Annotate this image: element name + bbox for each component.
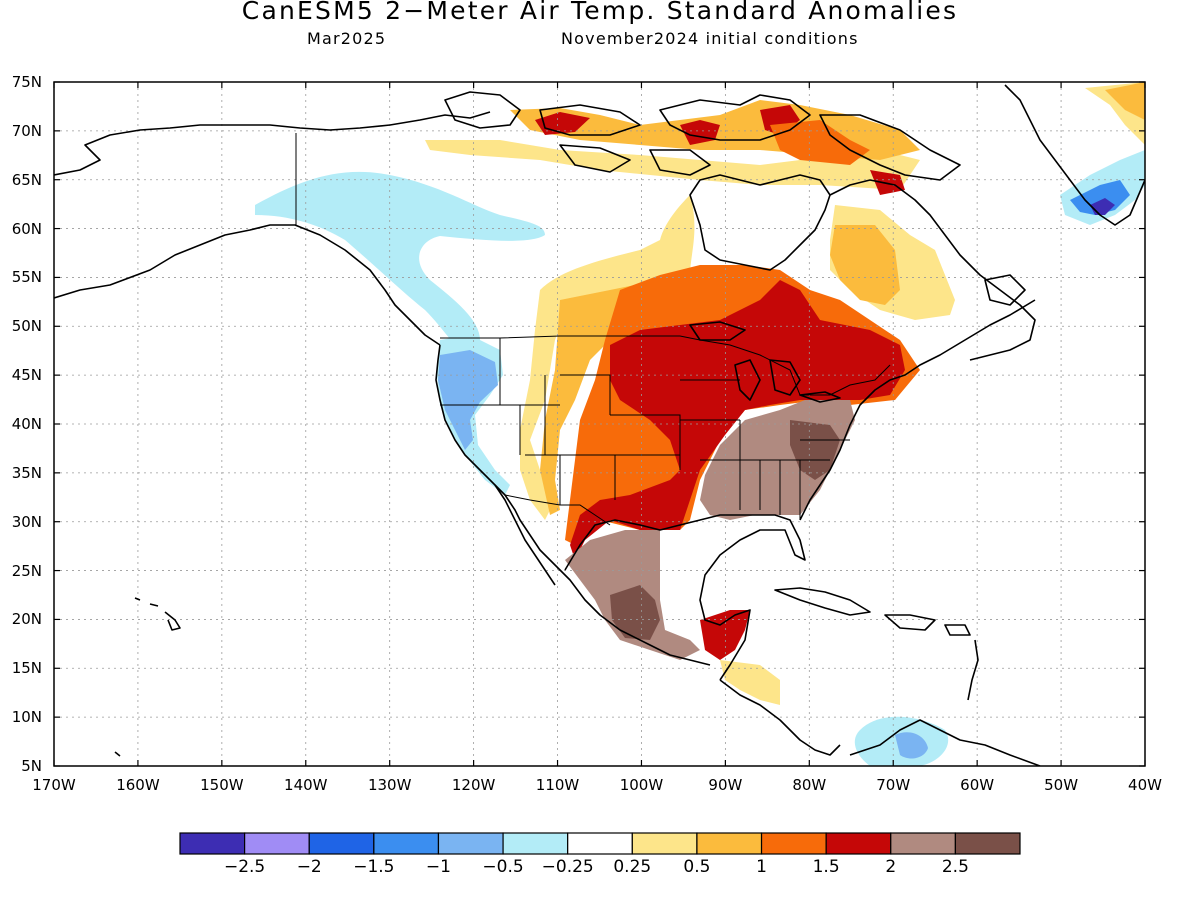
colorbar-label: 2: [885, 857, 897, 877]
colorbar-swatch: [696, 832, 763, 855]
lon-label: 70W: [876, 776, 911, 794]
colorbar-swatch: [437, 832, 504, 855]
coastline-newfoundland: [984, 274, 1026, 306]
border-us-mexico: [504, 494, 611, 526]
anomaly-region-plains-yellow: [520, 195, 695, 520]
lon-label: 100W: [619, 776, 664, 794]
coastline-central-america: [719, 679, 1041, 766]
coastline-great-lakes: [689, 321, 841, 403]
colorbar-swatch: [825, 832, 892, 855]
lon-label: 40W: [1128, 776, 1162, 794]
colorbar-swatch: [308, 832, 375, 855]
coastline-antilles: [967, 639, 979, 701]
colorbar-swatch: [631, 832, 698, 855]
anomaly-shading: [255, 82, 1145, 766]
coastline-labrador: [829, 179, 1036, 361]
initial-conditions: November2024 initial conditions: [561, 29, 859, 48]
colorbar-swatch: [502, 832, 569, 855]
colorbar-swatch: [567, 832, 633, 855]
colorbar-label: 0.5: [683, 857, 711, 877]
lat-label: 35N: [11, 463, 42, 482]
anomaly-region-central-america: [720, 660, 780, 705]
colorbar-swatch: [954, 832, 1021, 855]
colorbar-label: −1.5: [353, 857, 395, 877]
colorbar-label: 1.5: [812, 857, 840, 877]
lon-label: 90W: [708, 776, 743, 794]
anomaly-region-arctic-orange2: [770, 120, 870, 165]
anomaly-region-plains-orange: [540, 280, 700, 515]
colorbar-swatch: [244, 832, 310, 855]
colorbar-label: 1: [756, 857, 767, 877]
lat-label: 60N: [11, 219, 42, 238]
coastline-greenland: [1004, 84, 1145, 226]
colorbar-swatch: [373, 832, 440, 855]
map-title: CanESM5 2−Meter Air Temp. Standard Anoma…: [241, 0, 959, 25]
lat-label: 55N: [11, 268, 42, 287]
coastline-arctic-islands: [444, 91, 961, 181]
colorbar-label: −2.5: [223, 857, 266, 877]
coastline-hudson-bay: [689, 174, 831, 271]
coastlines: [54, 84, 1145, 766]
anomaly-region-great-lakes-red: [570, 280, 905, 560]
colorbar-label: 2.5: [941, 857, 969, 877]
colorbar-swatch: [890, 832, 956, 855]
lon-label: 150W: [200, 776, 244, 794]
state-lines: [440, 338, 850, 520]
lat-label: 70N: [11, 121, 42, 140]
anomaly-region-caribbean-core: [895, 732, 928, 759]
coastline-east-us: [799, 299, 1036, 521]
colorbar-label: −2: [296, 857, 322, 877]
lat-label: 75N: [11, 73, 42, 91]
coastline-west-us: [435, 344, 711, 666]
border-us-canada: [440, 335, 891, 396]
anomaly-region-greenland-orange: [1105, 82, 1145, 120]
lat-label: 50N: [11, 317, 42, 336]
colorbar-label: −0.25: [541, 857, 594, 877]
lon-label: 140W: [284, 776, 328, 794]
lon-label: 120W: [451, 776, 496, 794]
lat-label: 45N: [11, 366, 42, 385]
anomaly-region-labrador-orange: [830, 225, 900, 305]
political-borders: [295, 133, 891, 526]
anomaly-region-alaska: [255, 171, 545, 355]
lat-label: 15N: [11, 659, 42, 678]
coastline-gulf: [564, 514, 806, 681]
colorbar-swatch: [179, 832, 246, 855]
lat-label: 30N: [11, 512, 42, 531]
lon-label: 50W: [1044, 776, 1079, 794]
anomaly-region-southeast-dark: [790, 420, 840, 480]
colorbar-swatch: [760, 832, 827, 855]
colorbar-label: −0.5: [482, 857, 524, 877]
lon-label: 160W: [116, 776, 160, 794]
lat-label: 5N: [21, 757, 42, 775]
lat-label: 40N: [11, 415, 42, 433]
colorbar-label: 0.25: [613, 857, 652, 877]
lon-label: 80W: [792, 776, 827, 794]
anomaly-region-greenland-deep: [1070, 180, 1130, 215]
anomaly-region-mexico-dark: [610, 585, 660, 640]
coastline-hawaii: [114, 597, 181, 757]
axis-ticks: [53, 81, 1146, 767]
lon-label: 60W: [960, 776, 995, 794]
anomaly-region-west-coast-core: [438, 350, 498, 450]
colorbar: [179, 832, 1021, 855]
lat-label: 20N: [11, 610, 42, 629]
lon-label: 130W: [367, 776, 412, 794]
lon-label: 170W: [32, 776, 76, 794]
coastline-alaska: [54, 111, 491, 346]
valid-month: Mar2025: [307, 29, 387, 48]
coastline-cuba: [774, 587, 971, 636]
colorbar-label: −1: [425, 857, 451, 877]
coastline-baja: [494, 484, 556, 586]
lon-label: 110W: [535, 776, 580, 794]
lat-label: 65N: [11, 170, 42, 189]
lat-label: 25N: [11, 561, 42, 580]
anomaly-region-arctic-yellow: [425, 140, 920, 190]
lat-label: 10N: [11, 708, 42, 727]
